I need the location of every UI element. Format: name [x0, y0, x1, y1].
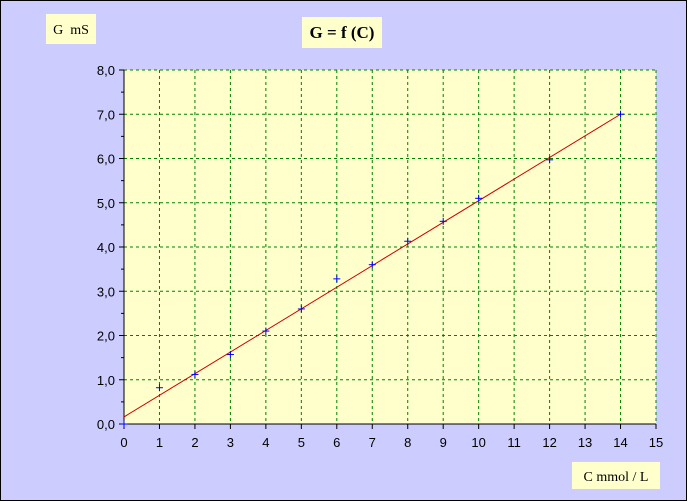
chart-title: G = f (C): [310, 23, 375, 42]
x-tick-label: 10: [471, 435, 485, 450]
x-tick-label: 2: [191, 435, 198, 450]
series-layer: [120, 110, 625, 428]
data-point: [191, 370, 199, 378]
x-axis-label: C mmol / L: [584, 470, 649, 485]
y-axis-label-box: [46, 14, 96, 44]
x-tick-label: 7: [369, 435, 376, 450]
data-point: [404, 237, 412, 245]
y-axis-label: G mS: [53, 23, 89, 38]
data-point: [155, 384, 163, 392]
y-tick-label: 8,0: [97, 63, 115, 78]
data-point: [475, 194, 483, 202]
y-tick-label: 6,0: [97, 152, 115, 167]
data-point: [439, 217, 447, 225]
data-point: [546, 156, 554, 164]
x-tick-label: 1: [156, 435, 163, 450]
chart-title-box: [302, 17, 382, 48]
y-tick-label: 3,0: [97, 284, 115, 299]
data-point: [368, 261, 376, 269]
tick-label-layer: 0 1 2 3 4 5 6 7 8 9 10 11 12 13 14 150,01,02,03,04,05,0…: [97, 63, 663, 450]
x-tick-label: 0: [120, 435, 127, 450]
x-axis-label-box: [572, 462, 660, 489]
x-tick-label: 15: [649, 435, 663, 450]
grid-layer: [124, 69, 657, 424]
x-tick-label: 8: [404, 435, 411, 450]
y-tick-label: 4,0: [97, 240, 115, 255]
y-tick-label: 7,0: [97, 107, 115, 122]
data-point: [262, 327, 270, 335]
y-tick-label: 2,0: [97, 329, 115, 344]
y-tick-label: 0,0: [97, 417, 115, 432]
y-tick-label: 5,0: [97, 196, 115, 211]
x-tick-label: 13: [578, 435, 592, 450]
x-tick-label: 12: [542, 435, 556, 450]
x-tick-label: 9: [440, 435, 447, 450]
x-tick-label: 4: [262, 435, 269, 450]
x-tick-label: 5: [298, 435, 305, 450]
data-point: [333, 275, 341, 283]
data-point: [226, 351, 234, 359]
x-tick-label: 11: [507, 435, 521, 450]
y-tick-label: 1,0: [97, 373, 115, 388]
x-tick-label: 6: [333, 435, 340, 450]
axis-layer: [119, 69, 657, 429]
x-tick-label: 14: [613, 435, 627, 450]
data-point: [120, 420, 128, 428]
data-point: [297, 305, 305, 313]
x-tick-label: 3: [227, 435, 234, 450]
data-point: [617, 110, 625, 118]
